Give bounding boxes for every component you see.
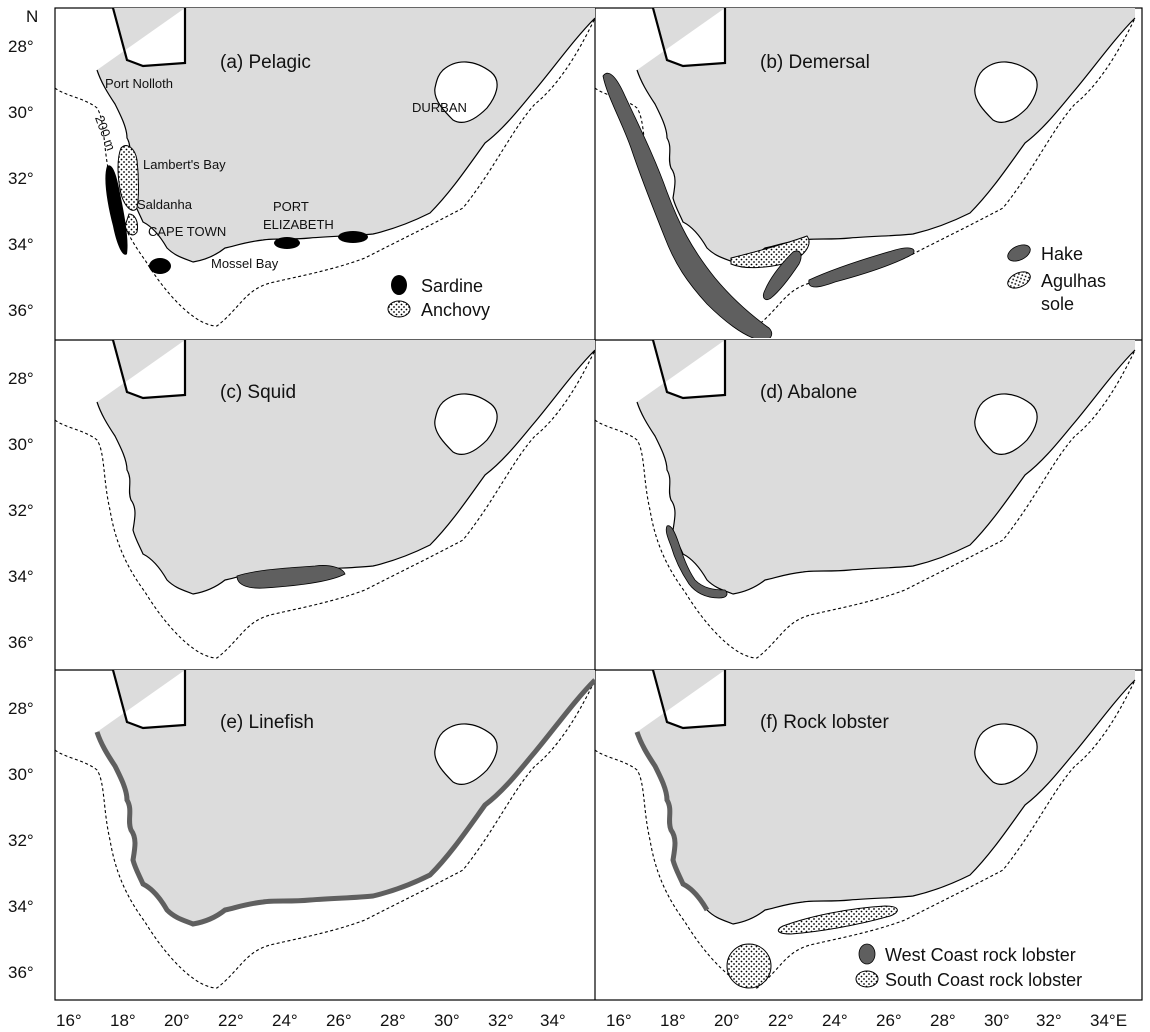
lat-tick: 34° [8, 235, 34, 254]
lat-tick: 30° [8, 765, 34, 784]
hake-area [602, 72, 773, 338]
lon-tick: 24° [822, 1011, 848, 1030]
lon-tick: 20° [164, 1011, 190, 1030]
panel-demersal: (b) Demersal Hake Agulhas sole [595, 8, 1137, 338]
place-elizabeth: ELIZABETH [263, 217, 334, 232]
lon-tick: 32° [488, 1011, 514, 1030]
legend-sardine-symbol [391, 275, 407, 295]
legend-west-coast-symbol [858, 943, 876, 965]
place-port: PORT [273, 199, 309, 214]
lat-tick: 36° [8, 301, 34, 320]
legend-west-coast-label: West Coast rock lobster [885, 945, 1076, 965]
lat-axis: N 28° 28° 28° 30° 30° 30° 32° 32° 32° 34° 34° 34° 36… [8, 7, 38, 982]
lon-tick: 26° [326, 1011, 352, 1030]
lon-tick: 34° [540, 1011, 566, 1030]
place-cape-town: CAPE TOWN [148, 224, 226, 239]
place-lamberts-bay: Lambert's Bay [143, 157, 226, 172]
lon-tick: 18° [110, 1011, 136, 1030]
lon-tick: 16° [606, 1011, 632, 1030]
lat-tick: 32° [8, 169, 34, 188]
panel-abalone: (d) Abalone [595, 340, 1137, 660]
lon-tick: 30° [434, 1011, 460, 1030]
legend-anchovy-symbol [387, 300, 411, 318]
lat-tick: 30° [8, 103, 34, 122]
anchovy-area [124, 213, 138, 236]
panel-title: (a) Pelagic [220, 52, 311, 73]
hake-area [808, 247, 915, 288]
legend-hake-symbol [1007, 244, 1031, 262]
lat-tick: 32° [8, 831, 34, 850]
lat-tick: 34° [8, 567, 34, 586]
isobath-label: 200 m [92, 113, 118, 152]
panel-title: (d) Abalone [760, 382, 857, 403]
panel-squid: (c) Squid [55, 340, 595, 660]
anchovy-area [117, 145, 139, 211]
panel-title: (c) Squid [220, 382, 296, 403]
lon-tick: 20° [714, 1011, 740, 1030]
legend-agulhas-sole-symbol [1007, 271, 1031, 289]
lon-tick: 18° [660, 1011, 686, 1030]
place-durban: DURBAN [412, 100, 467, 115]
lat-tick: 30° [8, 435, 34, 454]
lat-tick: 36° [8, 963, 34, 982]
lat-tick: 28° [8, 369, 34, 388]
linefish-area [94, 678, 595, 927]
lon-tick: 24° [272, 1011, 298, 1030]
panel-title: (b) Demersal [760, 52, 870, 73]
west-coast-rock-lobster-area [634, 731, 710, 912]
lon-tick: 28° [930, 1011, 956, 1030]
place-saldanha: Saldanha [137, 197, 193, 212]
lat-tick: 34° [8, 897, 34, 916]
sardine-area [105, 165, 128, 255]
panel-rock-lobster: (f) Rock lobster West Coast rock lobster… [595, 670, 1137, 990]
south-coast-rock-lobster-area [726, 943, 772, 989]
lat-tick: 28° [8, 699, 34, 718]
lon-axis: 16° 18° 20° 22° 24° 26° 28° 30° 32° 34° … [56, 1011, 1127, 1030]
lat-tick: 36° [8, 633, 34, 652]
sardine-area [274, 237, 300, 249]
lon-tick: 30° [984, 1011, 1010, 1030]
squid-area [236, 565, 346, 589]
place-port-nolloth: Port Nolloth [105, 76, 173, 91]
lat-tick: 32° [8, 501, 34, 520]
lat-tick: 28° [8, 37, 34, 56]
north-label: N [26, 7, 38, 26]
abalone-area [665, 525, 728, 599]
sardine-area [149, 258, 171, 274]
legend-agulhas-sole-label: Agulhas [1041, 271, 1106, 291]
hake-area [763, 250, 802, 300]
lon-tick: 28° [380, 1011, 406, 1030]
lon-tick: 34°E [1090, 1011, 1127, 1030]
legend-south-coast-symbol [855, 970, 879, 988]
sardine-area [338, 231, 368, 243]
legend-anchovy-label: Anchovy [421, 300, 490, 320]
panel-pelagic: (a) Pelagic 200 m Port Nolloth DURBAN La… [55, 8, 595, 328]
panel-title: (f) Rock lobster [760, 712, 889, 733]
lon-tick: 22° [768, 1011, 794, 1030]
south-coast-rock-lobster-area [777, 905, 898, 935]
panel-linefish: (e) Linefish [55, 670, 595, 990]
lon-tick: 32° [1036, 1011, 1062, 1030]
legend-sardine-label: Sardine [421, 276, 483, 296]
legend-south-coast-label: South Coast rock lobster [885, 970, 1082, 990]
panel-title: (e) Linefish [220, 712, 314, 733]
lon-tick: 16° [56, 1011, 82, 1030]
legend-agulhas-sole-label-2: sole [1041, 294, 1074, 314]
place-mossel-bay: Mossel Bay [211, 256, 279, 271]
lon-tick: 26° [876, 1011, 902, 1030]
lon-tick: 22° [218, 1011, 244, 1030]
legend-hake-label: Hake [1041, 244, 1083, 264]
